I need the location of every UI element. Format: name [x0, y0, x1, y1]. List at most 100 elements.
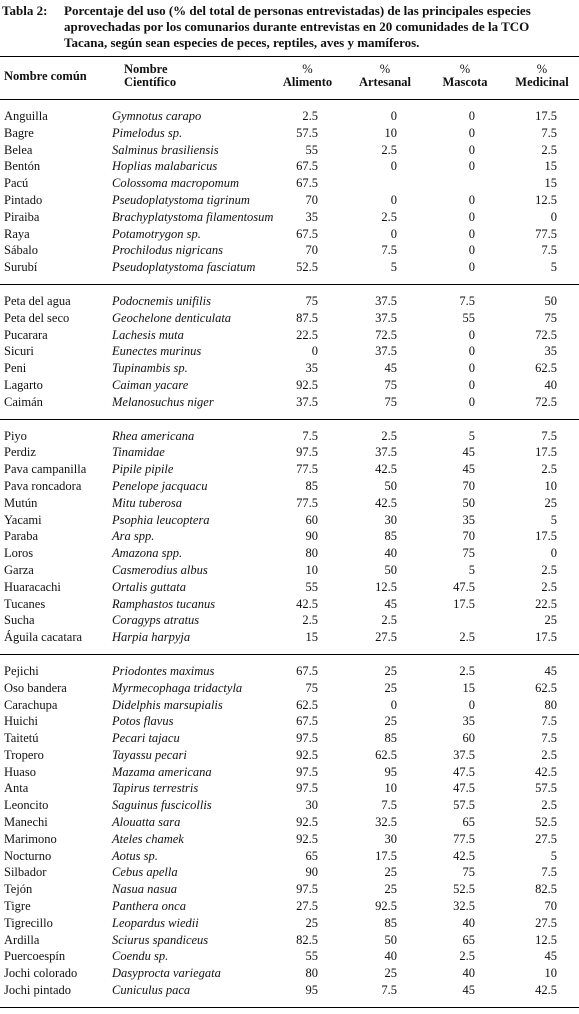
percent-cell: 37.5: [453, 747, 475, 762]
percent-cell: 97.5: [296, 781, 318, 796]
scientific-name: Pseudoplatystoma tigrinum: [112, 192, 250, 207]
percent-cell: 52.5: [453, 882, 475, 897]
common-name: Huaso: [4, 764, 36, 779]
percent-cell: 15: [305, 630, 319, 645]
percent-cell: 27.5: [375, 630, 397, 645]
percent-cell: 7.5: [541, 428, 557, 443]
percent-cell: 75: [384, 394, 398, 409]
percent-cell: 0: [468, 377, 475, 392]
scientific-name: Casmerodius albus: [112, 562, 208, 577]
percent-cell: 15: [544, 176, 558, 191]
percent-cell: 45: [462, 983, 476, 998]
percent-cell: 55: [305, 579, 319, 594]
percent-cell: 40: [384, 949, 398, 964]
percent-cell: 72.5: [375, 327, 397, 342]
common-name: Bagre: [4, 125, 34, 140]
scientific-name: Podocnemis unifilis: [112, 293, 211, 308]
common-name: Pucarara: [4, 327, 48, 342]
percent-cell: 22.5: [296, 327, 318, 342]
percent-cell: 65: [462, 815, 476, 830]
scientific-name: Mitu tuberosa: [112, 495, 183, 510]
header-cell: % Artesanal: [345, 63, 425, 99]
common-name: Marimono: [4, 831, 57, 846]
percent-cell: 47.5: [453, 579, 475, 594]
percent-cell: 50: [384, 932, 398, 947]
percent-cell: 62.5: [535, 680, 557, 695]
percent-cell: 7.5: [541, 714, 557, 729]
percent-cell: 67.5: [296, 159, 318, 174]
percent-cell: 82.5: [535, 882, 557, 897]
percent-cell: 12.5: [535, 192, 557, 207]
percent-cell: 10: [384, 781, 398, 796]
percent-cell: 92.5: [296, 747, 318, 762]
percent-cell: 17.5: [375, 848, 397, 863]
percent-cell: 82.5: [296, 932, 318, 947]
common-name: Belea: [4, 142, 33, 157]
scientific-name: Psophia leucoptera: [112, 512, 210, 527]
scientific-name: Eunectes murinus: [112, 344, 202, 359]
percent-cell: 92.5: [375, 899, 397, 914]
scientific-name: Ortalis guttata: [112, 579, 186, 594]
percent-cell: 65: [462, 932, 476, 947]
table-row: Anguilla Gymnotus carapo 2.5 0 0 17.5: [0, 108, 579, 125]
percent-cell: 95: [384, 764, 398, 779]
row-group: Anguilla Gymnotus carapo 2.5 0 0 17.5 Bagre Pim…: [0, 100, 579, 285]
common-name: Oso bandera: [4, 680, 67, 695]
percent-cell: 77.5: [453, 831, 475, 846]
percent-cell: 10: [384, 125, 398, 140]
table-row: Anta Tapirus terrestris 97.5 10 47.5 57.5: [0, 780, 579, 797]
table-row: Pejichi Priodontes maximus 67.5 25 2.5 45: [0, 663, 579, 680]
table-header: Nombre común Nombre Científico% Alimento% Ar…: [0, 56, 579, 100]
caption-text: Porcentaje del uso (% del total de perso…: [64, 3, 531, 50]
common-name: Surubí: [4, 260, 38, 275]
table-row: Huaracachi Ortalis guttata 55 12.5 47.5 2.5: [0, 579, 579, 596]
percent-cell: 25: [384, 865, 398, 880]
percent-cell: 2.5: [541, 579, 557, 594]
percent-cell: 70: [462, 529, 476, 544]
scientific-name: Tapirus terrestris: [112, 781, 199, 796]
percent-cell: 70: [544, 899, 558, 914]
percent-cell: 0: [468, 159, 475, 174]
scientific-name: Nasua nasua: [112, 882, 177, 897]
percent-cell: 2.5: [302, 613, 318, 628]
table-row: Oso bandera Myrmecophaga tridactyla 75 25 15…: [0, 680, 579, 697]
percent-cell: 45: [462, 445, 476, 460]
percent-cell: 25: [384, 966, 398, 981]
scientific-name: Saguinus fuscicollis: [112, 798, 212, 813]
percent-cell: [425, 175, 505, 192]
scientific-name: Sciurus spandiceus: [112, 932, 209, 947]
table-row: Lagarto Caiman yacare 92.5 75 0 40: [0, 377, 579, 394]
scientific-name: Potos flavus: [112, 714, 174, 729]
common-name: Mutún: [4, 495, 38, 510]
scientific-name: Colossoma macropomum: [112, 176, 239, 191]
common-name: Pejichi: [4, 663, 39, 678]
scientific-name: Melanosuchus niger: [112, 394, 214, 409]
percent-cell: 0: [311, 344, 318, 359]
percent-cell: 7.5: [381, 243, 397, 258]
percent-cell: 67.5: [296, 714, 318, 729]
percent-cell: [345, 175, 425, 192]
table-row: Peta del agua Podocnemis unifilis 75 37.5 7.…: [0, 293, 579, 310]
percent-cell: 0: [468, 192, 475, 207]
percent-cell: 27.5: [296, 899, 318, 914]
common-name: Piraiba: [4, 209, 40, 224]
table-row: Piraiba Brachyplatystoma filamentosum 35 2.…: [0, 209, 579, 226]
common-name: Carachupa: [4, 697, 58, 712]
percent-cell: 0: [468, 243, 475, 258]
percent-cell: 52.5: [535, 815, 557, 830]
table-row: Paraba Ara spp. 90 85 70 17.5: [0, 528, 579, 545]
percent-cell: 5: [390, 260, 397, 275]
percent-cell: 0: [550, 546, 557, 561]
scientific-name: Caiman yacare: [112, 377, 189, 392]
table-row: Bentón Hoplias malabaricus 67.5 0 0 15: [0, 158, 579, 175]
row-group: Piyo Rhea americana 7.5 2.5 5 7.5 Perdiz Tinami…: [0, 420, 579, 655]
scientific-name: Hoplias malabaricus: [112, 159, 218, 174]
common-name: Paraba: [4, 529, 39, 544]
header-cell: Nombre Científico: [108, 63, 270, 99]
table-row: Mutún Mitu tuberosa 77.5 42.5 50 25: [0, 495, 579, 512]
common-name: Taitetú: [4, 731, 39, 746]
table-row: Nocturno Aotus sp. 65 17.5 42.5 5: [0, 848, 579, 865]
scientific-name: Leopardus wiedii: [112, 915, 199, 930]
percent-cell: 85: [305, 478, 319, 493]
